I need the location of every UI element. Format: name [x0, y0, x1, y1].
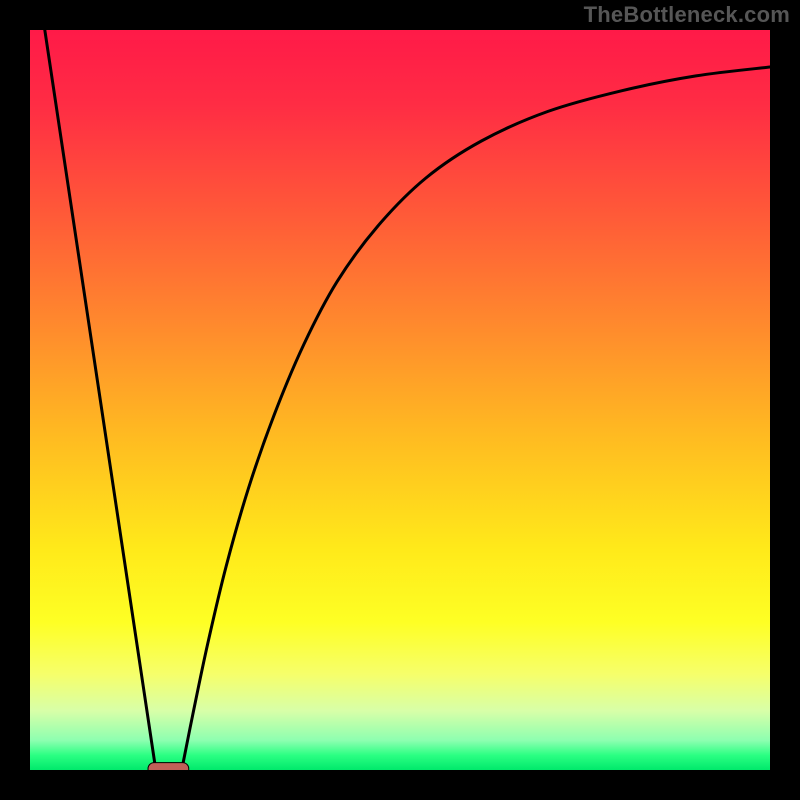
- chart-container: TheBottleneck.com: [0, 0, 800, 800]
- plot-area: [30, 30, 770, 770]
- bottleneck-marker: [148, 763, 189, 770]
- gradient-background: [30, 30, 770, 770]
- watermark-text: TheBottleneck.com: [584, 2, 790, 28]
